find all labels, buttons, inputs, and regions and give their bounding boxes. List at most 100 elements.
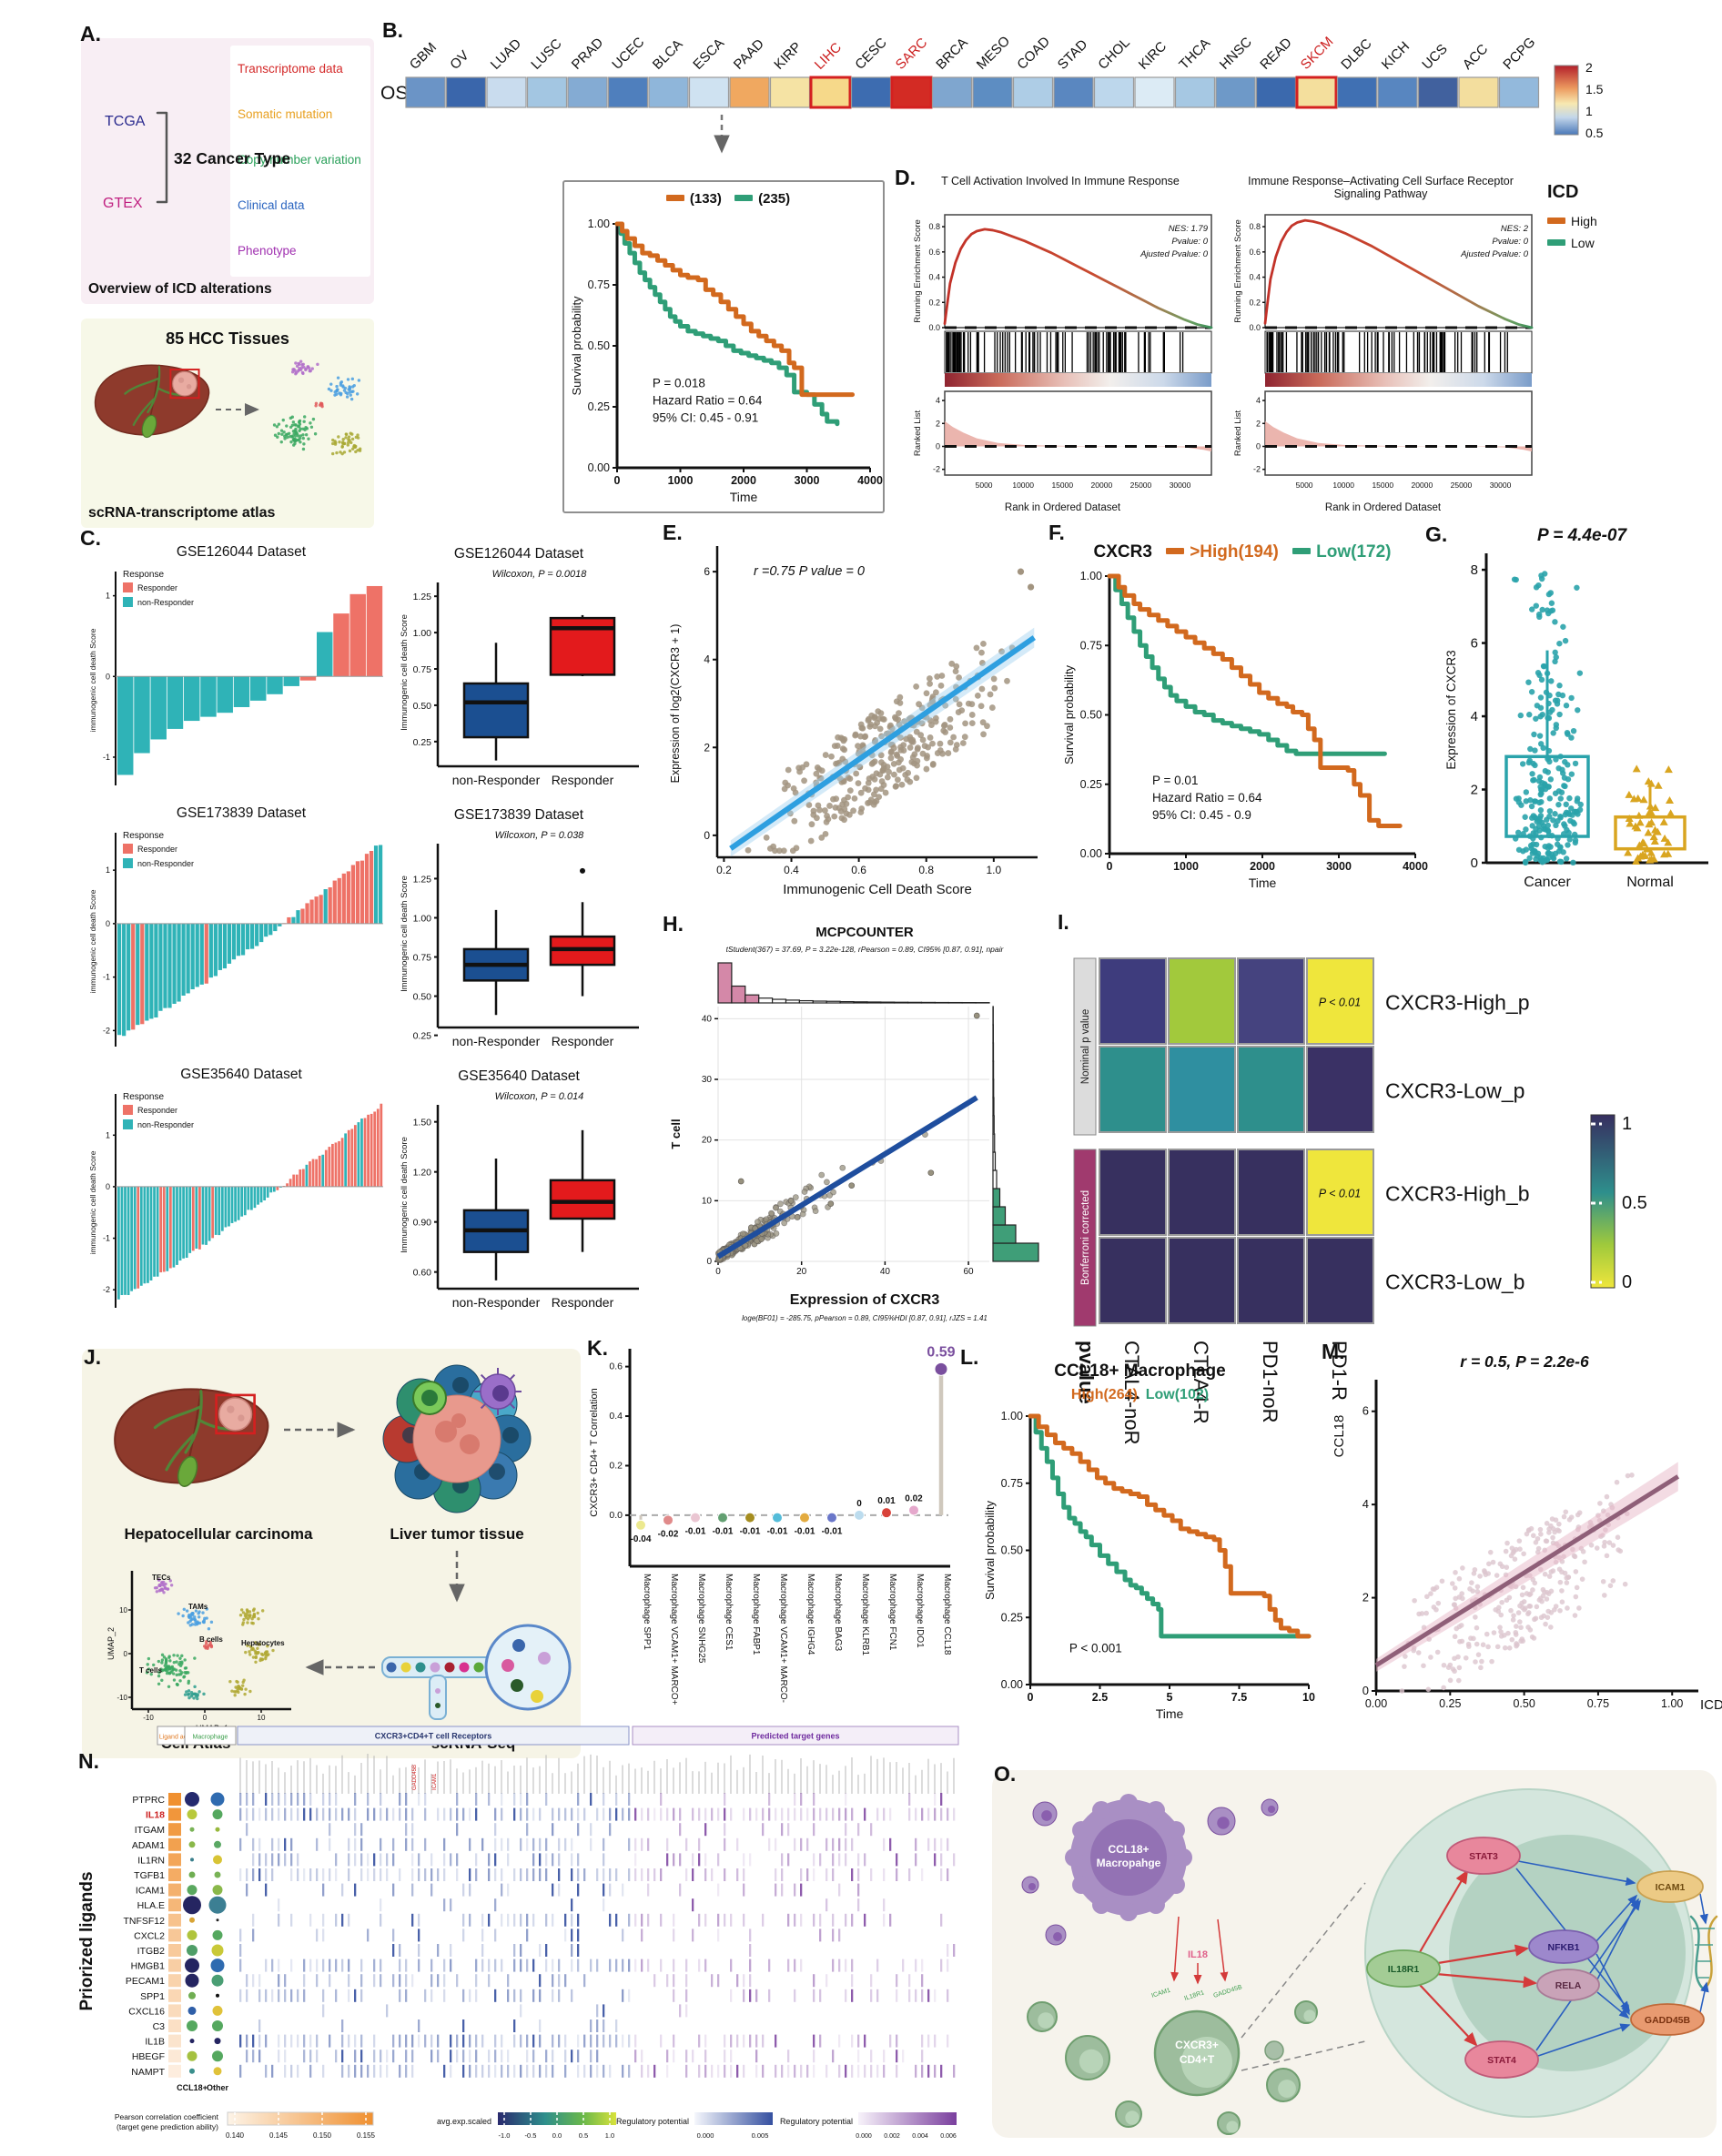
label: 3000 [1326,860,1352,873]
label: 1000 [1173,860,1199,873]
cancer-type-label: ACC [1460,41,1492,73]
ligand-gene-label: TGFB1 [134,1870,165,1881]
label: 25000 [1451,481,1473,490]
rl-y-label: Ranked List [913,410,923,457]
label: 20 [702,1136,713,1146]
cancer-type-label: ESCA [690,35,727,73]
label: 15000 [1051,481,1073,490]
legend-tick: -1.0 [499,2131,511,2140]
x-axis-label: Immunogenic Cell Death Score [783,882,972,897]
lolli-cat-label: Macrophage VCAM1+ MARCO+ [669,1574,679,1706]
label: 0 [203,1714,208,1722]
wf2-plot: 1 0 -1 -2 immunogenic cell death Score Respon… [88,831,383,1047]
label: 0 [706,1257,712,1267]
y-axis-label: Survival probability [983,1500,997,1600]
ligand-gene-label: ITGAM [135,1825,165,1836]
panel-h-plot: 40 30 20 10 00 20 40 60 T cell [669,962,1039,1277]
row-group-label: Bonferroni corrected [1080,1190,1091,1285]
legend-tick: 0.005 [752,2131,769,2140]
node-label-nfkb1: NFKB1 [1547,1942,1579,1953]
label: 10 [1302,1691,1315,1704]
label: 2000 [731,474,756,487]
label: 0.8 [1249,222,1261,231]
icd-legend-title: ICD [1547,182,1579,202]
data-type-label: Somatic mutation [238,107,332,121]
label: 4 [1256,396,1261,405]
header-targets: Predicted target genes [751,1732,839,1741]
label: -2 [1253,465,1261,474]
node-label-rela: RELA [1555,1980,1582,1991]
panel-n-label: N. [78,1749,99,1773]
label: 1.00 [588,218,610,230]
label: -2 [103,1285,110,1294]
panel-f-high-label: >High(194) [1190,542,1279,562]
caption-hcc: Hepatocellular carcinoma [125,1525,313,1543]
label: 4000 [1403,860,1428,873]
panel-g-label: G. [1425,522,1448,546]
node-label-gadd45b: GADD45B [1645,2015,1691,2026]
label: 0 [106,919,110,928]
label: 0.25 [1439,1697,1461,1710]
cancer-type-label: HNSC [1217,35,1255,73]
bx1-plot: 0.25 0.50 0.75 1.00 1.25 Wilcoxon, P = 0.0018… [400,569,639,787]
km-stat: Hazard Ratio = 0.64 [1152,791,1262,805]
x-cat-label: non-Responder [452,1034,541,1048]
icd-high-swatch [1547,218,1565,225]
label: 0 [704,829,710,842]
gsea1-title: T Cell Activation Involved In Immune Res… [941,175,1180,187]
label: -1 [103,753,110,762]
legend-text: Regulatory potential [616,2117,689,2126]
gtex-label: GTEX [103,196,143,211]
lolli-value: -0.01 [822,1527,843,1537]
panel-h-xlabel: Expression of CXCR3 [789,1292,940,1308]
panel-h-title: MCPCOUNTER [815,925,914,940]
non-responder-label: non-Responder [137,859,194,868]
label: 25000 [1130,481,1152,490]
lolli-cat-label: Macrophage IDO1 [915,1574,925,1648]
label: 0.25 [413,1031,432,1042]
panel-h-stats-top: tStudent(367) = 37.69, P = 3.22e-128, rP… [725,945,1004,954]
panel-f-low-swatch [1292,547,1312,554]
lolli-value: -0.01 [713,1527,734,1537]
cancer-type-label: COAD [1014,34,1053,73]
label: 0.6 [851,864,866,876]
panel-f-gene: CXCR3 [1093,542,1152,562]
os-row-label: OS [380,83,408,104]
label: 0 [1622,1272,1632,1292]
label: 0.75 [413,664,432,675]
panel-o-label: O. [994,1762,1017,1786]
header-ligand-activity: Ligand activity [159,1735,200,1741]
cancer-type-count: 32 Cancer Type [174,149,290,167]
label: 0.0 [1249,323,1261,332]
lolli-value: -0.02 [658,1529,679,1539]
label: 2.5 [1092,1691,1108,1704]
label: 0.0 [928,323,940,332]
node-label-icam1: ICAM1 [1656,1882,1686,1893]
label: 0.2 [928,298,940,307]
label: 0.00 [1080,847,1102,860]
nes-text: NES: 2 [1501,224,1529,234]
ligand-gene-label: SPP1 [140,1991,165,2002]
red-receptor-gene: GADD45B [412,1765,418,1790]
label: 1.00 [1080,570,1102,582]
label: 0.00 [1001,1678,1023,1691]
label: 8 [1471,562,1478,578]
label: 1000 [668,474,694,487]
label: 20 [796,1267,807,1277]
ligand-gene-label: CXCL2 [134,1930,165,1941]
response-legend-title: Response [123,831,164,841]
cancer-type-label: BRCA [933,35,970,72]
cancer-type-label: KICH [1379,38,1413,72]
panel-k-label: K. [587,1336,608,1360]
label: 0.75 [413,953,432,964]
km-stat: P < 0.001 [1069,1642,1122,1655]
label: 0 [1471,855,1478,871]
label: 6 [1362,1404,1369,1418]
panel-d-label: D. [895,166,916,189]
col-footer: CCL18+ [177,2083,208,2092]
cancer-type-label: STAD [1055,36,1091,73]
panel-e-label: E. [663,521,683,544]
adj-pvalue-text: Ajusted Pvalue: 0 [1140,249,1209,259]
ligand-gene-label: TNFSF12 [123,1916,165,1927]
